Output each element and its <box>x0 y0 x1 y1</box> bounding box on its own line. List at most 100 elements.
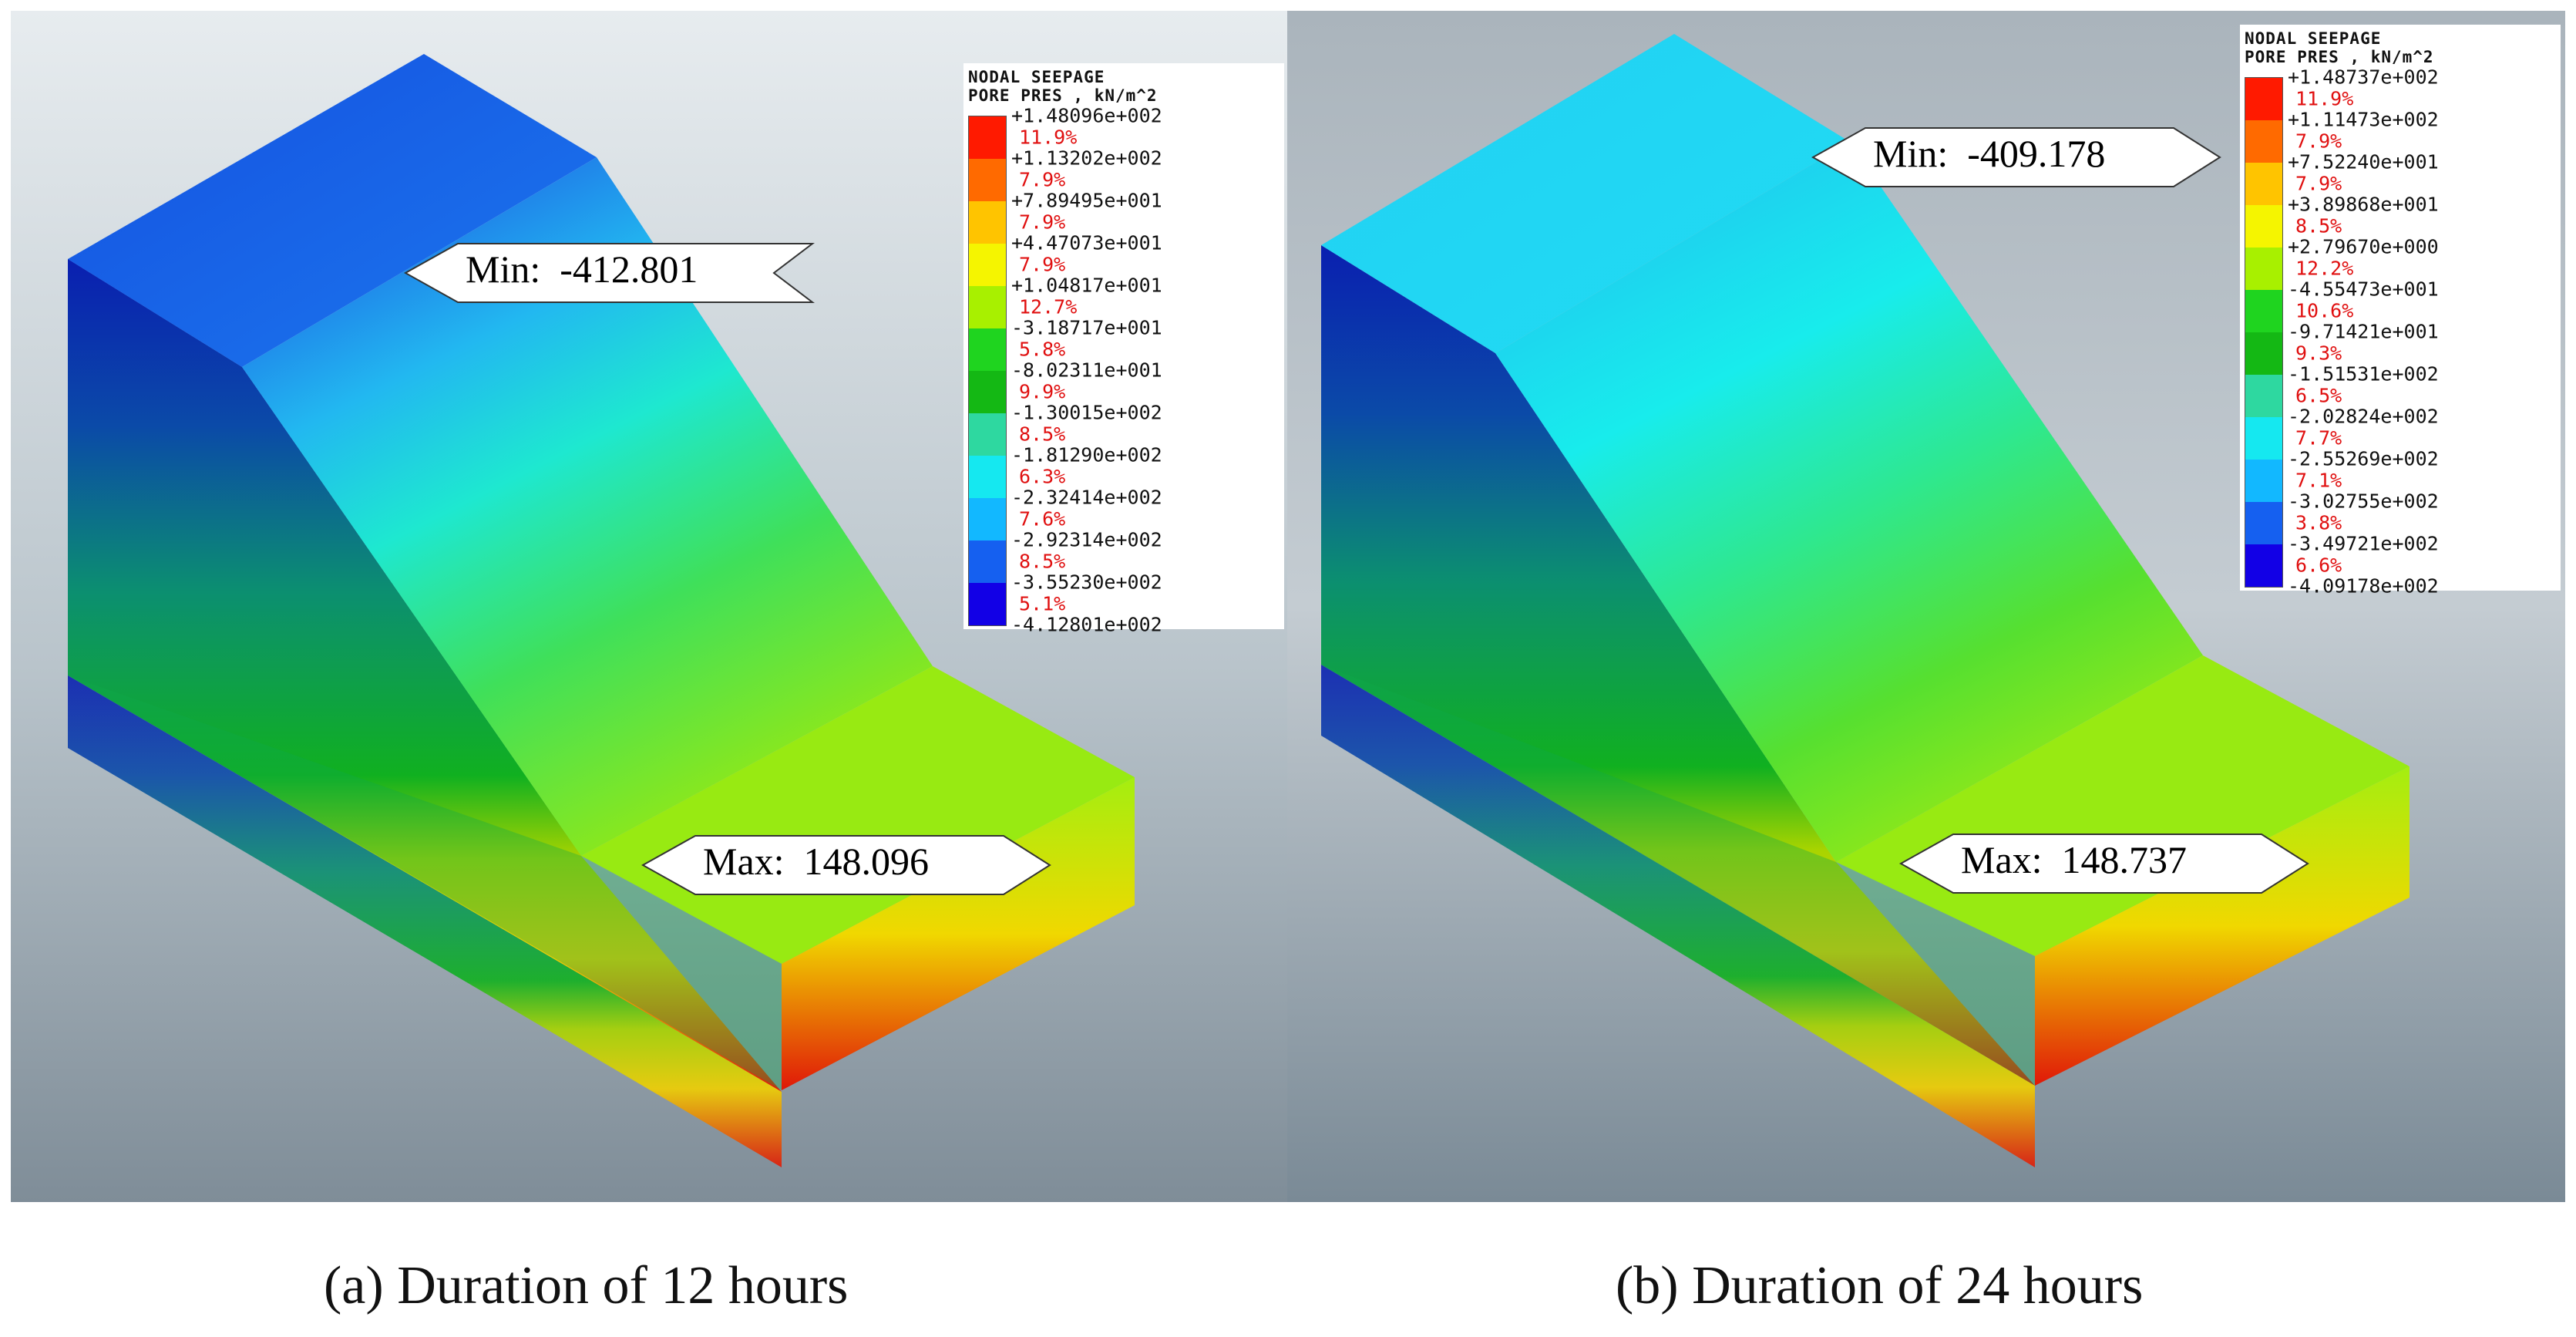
max-callout-b: Max: 148.737 <box>1899 833 2315 894</box>
legend-percent: 3.8% <box>2295 511 2342 534</box>
max-callout-a: Max: 148.096 <box>641 834 1058 896</box>
legend-swatch <box>969 583 1006 625</box>
min-value-label: Min: -412.801 <box>466 248 698 291</box>
legend-percent: 12.7% <box>1019 295 1078 318</box>
legend-swatch <box>969 116 1006 159</box>
callout-arrow-shape <box>1899 834 2309 894</box>
legend-swatch <box>2245 502 2282 544</box>
legend-value: -4.09178e+002 <box>2288 574 2439 598</box>
legend-swatch <box>969 371 1006 413</box>
legend-value: -2.55269e+002 <box>2288 447 2439 470</box>
legend-percent: 7.9% <box>1019 168 1066 190</box>
legend-percent: 11.9% <box>2295 87 2354 109</box>
legend-value: -3.18717e+001 <box>1011 316 1162 339</box>
legend-value: -1.81290e+002 <box>1011 443 1162 466</box>
legend-swatch <box>2245 544 2282 587</box>
legend-body: +1.48737e+002 +1.11473e+002 +7.52240e+001 +… <box>2240 66 2561 598</box>
color-legend-b: NODAL SEEPAGE PORE PRES , kN/m^2 +1.4873… <box>2240 25 2561 598</box>
legend-percent: 7.9% <box>1019 210 1066 233</box>
legend-value: -3.49721e+002 <box>2288 532 2439 555</box>
legend-value: +2.79670e+000 <box>2288 235 2439 258</box>
legend-percent: 6.5% <box>2295 384 2342 406</box>
legend-swatch <box>2245 375 2282 417</box>
legend-value: -2.02824e+002 <box>2288 405 2439 428</box>
legend-percent: 7.9% <box>1019 253 1066 275</box>
legend-percent: 7.6% <box>1019 507 1066 530</box>
legend-value: +4.47073e+001 <box>1011 231 1162 254</box>
legend-swatch <box>2245 163 2282 205</box>
legend-percent: 8.5% <box>1019 423 1066 445</box>
min-value-label: Min: -409.178 <box>1873 132 2106 175</box>
contour-panel-a: Min: -412.801 Max: 148.096 NODAL SEEPAGE… <box>11 11 1289 1202</box>
legend-percent: 5.8% <box>1019 338 1066 360</box>
min-callout-a: Min: -412.801 <box>404 242 820 304</box>
callout-arrow-shape <box>641 835 1051 895</box>
legend-title-line1: NODAL SEEPAGE <box>968 68 1105 86</box>
legend-percent: 5.1% <box>1019 592 1066 615</box>
legend-value: -1.51531e+002 <box>2288 362 2439 386</box>
legend-swatch <box>969 286 1006 328</box>
legend-swatch <box>969 413 1006 456</box>
legend-percent: 10.6% <box>2295 299 2354 322</box>
legend-value: -2.92314e+002 <box>1011 528 1162 551</box>
legend-swatch <box>969 244 1006 286</box>
max-value-label: Max: 148.737 <box>1961 838 2188 881</box>
legend-swatch <box>2245 460 2282 502</box>
legend-swatch <box>969 541 1006 583</box>
legend-percent: 7.9% <box>2295 172 2342 194</box>
legend-swatch <box>2245 78 2282 120</box>
legend-value: +1.04817e+001 <box>1011 274 1162 297</box>
legend-value: +1.48737e+002 <box>2288 66 2439 89</box>
legend-percent: 12.2% <box>2295 257 2354 279</box>
legend-percent: 9.3% <box>2295 342 2342 364</box>
legend-value: +7.89495e+001 <box>1011 189 1162 212</box>
legend-percent: 8.5% <box>2295 214 2342 237</box>
legend-percent: 6.6% <box>2295 554 2342 576</box>
legend-percent: 6.3% <box>1019 465 1066 487</box>
legend-swatch <box>969 456 1006 498</box>
legend-value: +3.89868e+001 <box>2288 193 2439 216</box>
legend-swatch <box>2245 248 2282 290</box>
legend-body: +1.48096e+002 +1.13202e+002 +7.89495e+001 +… <box>963 104 1284 636</box>
legend-percent: 9.9% <box>1019 380 1066 402</box>
legend-percent: 11.9% <box>1019 126 1078 148</box>
legend-title-line2: PORE PRES , kN/m^2 <box>2245 48 2434 66</box>
legend-percent: 7.9% <box>2295 130 2342 152</box>
legend-percent: 8.5% <box>1019 550 1066 572</box>
legend-value: -9.71421e+001 <box>2288 320 2439 343</box>
legend-color-bar <box>2245 77 2283 588</box>
legend-swatch <box>969 498 1006 541</box>
legend-swatch <box>969 328 1006 371</box>
min-callout-b: Min: -409.178 <box>1811 126 2228 188</box>
legend-value: +1.48096e+002 <box>1011 104 1162 127</box>
legend-swatch <box>2245 332 2282 375</box>
caption-panel-b: (b) Duration of 24 hours <box>1616 1256 2144 1315</box>
legend-swatch <box>2245 290 2282 332</box>
legend-value: +1.13202e+002 <box>1011 146 1162 170</box>
legend-value: -3.55230e+002 <box>1011 571 1162 594</box>
contour-panel-b: Min: -409.178 Max: 148.737 NODAL SEEPAGE… <box>1287 11 2565 1202</box>
legend-value: -8.02311e+001 <box>1011 359 1162 382</box>
legend-value: -3.02755e+002 <box>2288 490 2439 513</box>
color-legend-a: NODAL SEEPAGE PORE PRES , kN/m^2 +1.4809… <box>963 63 1284 636</box>
legend-swatch <box>2245 120 2282 163</box>
legend-color-bar <box>968 116 1007 626</box>
legend-swatch <box>969 201 1006 244</box>
legend-title: NODAL SEEPAGE PORE PRES , kN/m^2 <box>2240 25 2561 69</box>
legend-percent: 7.7% <box>2295 426 2342 449</box>
callout-arrow-shape <box>1811 127 2221 187</box>
legend-value: -4.12801e+002 <box>1011 613 1162 636</box>
caption-panel-a: (a) Duration of 12 hours <box>324 1256 849 1315</box>
max-value-label: Max: 148.096 <box>703 840 930 883</box>
legend-value: -2.32414e+002 <box>1011 486 1162 509</box>
legend-swatch <box>969 159 1006 201</box>
legend-value: -1.30015e+002 <box>1011 401 1162 424</box>
callout-arrow-shape <box>404 243 815 303</box>
legend-title-line2: PORE PRES , kN/m^2 <box>968 86 1158 105</box>
legend-title-line1: NODAL SEEPAGE <box>2245 29 2382 48</box>
legend-title: NODAL SEEPAGE PORE PRES , kN/m^2 <box>963 63 1284 108</box>
legend-value: +7.52240e+001 <box>2288 150 2439 173</box>
legend-value: -4.55473e+001 <box>2288 278 2439 301</box>
legend-percent: 7.1% <box>2295 469 2342 491</box>
legend-value: +1.11473e+002 <box>2288 108 2439 131</box>
